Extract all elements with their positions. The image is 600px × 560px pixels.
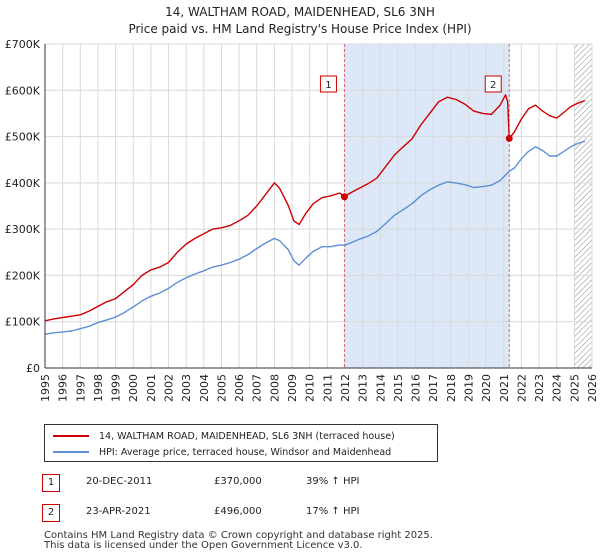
x-tick-label: 2002 — [163, 374, 176, 402]
y-tick-label: £600K — [5, 84, 41, 97]
legend-item-property: 14, WALTHAM ROAD, MAIDENHEAD, SL6 3NH (t… — [53, 428, 395, 444]
footer-line-2: This data is licensed under the Open Gov… — [44, 540, 363, 551]
sale-label-text: 1 — [325, 80, 331, 91]
y-tick-label: £500K — [5, 131, 41, 144]
plot-area — [45, 44, 592, 368]
y-tick-label: £0 — [26, 362, 40, 375]
x-tick-label: 2024 — [551, 374, 564, 402]
x-tick-label: 2008 — [268, 374, 281, 402]
sale-point — [340, 193, 348, 201]
sale-label-box — [484, 75, 502, 93]
sale-price: £496,000 — [214, 506, 262, 517]
sale-date: 23-APR-2021 — [86, 506, 151, 517]
sale-badge: 2 — [42, 504, 60, 522]
legend-item-hpi: HPI: Average price, terraced house, Wind… — [53, 444, 391, 460]
x-tick-label: 1998 — [92, 374, 105, 402]
x-tick-label: 1996 — [57, 374, 70, 402]
footer-attribution: Contains HM Land Registry data © Crown c… — [44, 531, 584, 551]
hpi-series-line — [44, 140, 586, 335]
sale-label-text: 2 — [490, 80, 496, 91]
x-tick-label: 2019 — [462, 374, 475, 402]
sale-label-box — [319, 75, 337, 93]
x-tick-label: 2004 — [198, 374, 211, 402]
property-series-line — [44, 94, 586, 322]
y-tick-label: £100K — [5, 316, 41, 329]
sale-hpi-change: 39% ↑ HPI — [306, 476, 360, 487]
y-tick-label: £300K — [5, 223, 41, 236]
x-tick-label: 2020 — [480, 374, 493, 402]
title-line-2: Price paid vs. HM Land Registry's House … — [128, 22, 472, 36]
x-tick-label: 2010 — [304, 374, 317, 402]
x-tick-label: 2015 — [392, 374, 405, 402]
legend: 14, WALTHAM ROAD, MAIDENHEAD, SL6 3NH (t… — [44, 424, 438, 462]
legend-hpi-label: HPI: Average price, terraced house, Wind… — [99, 446, 392, 458]
x-tick-label: 2009 — [286, 374, 299, 402]
x-tick-label: 2005 — [215, 374, 228, 402]
x-tick-label: 2001 — [145, 374, 158, 402]
x-tick-label: 2000 — [127, 374, 140, 402]
legend-red-line — [53, 435, 89, 437]
x-tick-label: 1997 — [74, 374, 87, 402]
title-line-1: 14, WALTHAM ROAD, MAIDENHEAD, SL6 3NH — [165, 5, 435, 19]
legend-blue-line — [53, 451, 89, 453]
sale-date: 20-DEC-2011 — [86, 476, 153, 487]
sale-row: 2 23-APR-2021 £496,000 17% ↑ HPI — [0, 504, 600, 524]
price-chart: 1 2 £0 £100K £200K £300K £400K £500K £600K £700K 1… — [5, 38, 599, 402]
x-tick-label: 2023 — [533, 374, 546, 402]
y-tick-label: £700K — [5, 38, 41, 51]
x-tick-label: 2021 — [498, 374, 511, 402]
sale-badge: 1 — [42, 474, 60, 492]
x-tick-label: 2016 — [410, 374, 423, 402]
x-tick-label: 2014 — [374, 374, 387, 402]
legend-property-label: 14, WALTHAM ROAD, MAIDENHEAD, SL6 3NH (t… — [99, 430, 395, 442]
x-tick-label: 2018 — [445, 374, 458, 402]
x-tick-label: 2013 — [357, 374, 370, 402]
x-tick-label: 2022 — [515, 374, 528, 402]
x-tick-label: 2025 — [568, 374, 581, 402]
x-tick-label: 1995 — [39, 374, 52, 402]
y-tick-label: £400K — [5, 177, 41, 190]
sale-row: 1 20-DEC-2011 £370,000 39% ↑ HPI — [0, 474, 600, 494]
x-tick-label: 2011 — [321, 374, 334, 402]
x-tick-label: 1999 — [110, 374, 123, 402]
x-tick-label: 2006 — [233, 374, 246, 402]
ownership-band — [344, 44, 510, 368]
footer-line-1: Contains HM Land Registry data © Crown c… — [44, 530, 433, 541]
x-tick-label: 2012 — [339, 374, 352, 402]
forecast-hatch — [574, 44, 592, 368]
sale-point — [505, 134, 513, 142]
x-tick-label: 2026 — [586, 374, 599, 402]
chart-title: 14, WALTHAM ROAD, MAIDENHEAD, SL6 3NH Pr… — [0, 4, 600, 38]
sale-price: £370,000 — [214, 476, 262, 487]
x-tick-label: 2017 — [427, 374, 440, 402]
x-tick-label: 2007 — [251, 374, 264, 402]
sale-hpi-change: 17% ↑ HPI — [306, 506, 360, 517]
y-tick-label: £200K — [5, 269, 41, 282]
x-tick-label: 2003 — [180, 374, 193, 402]
